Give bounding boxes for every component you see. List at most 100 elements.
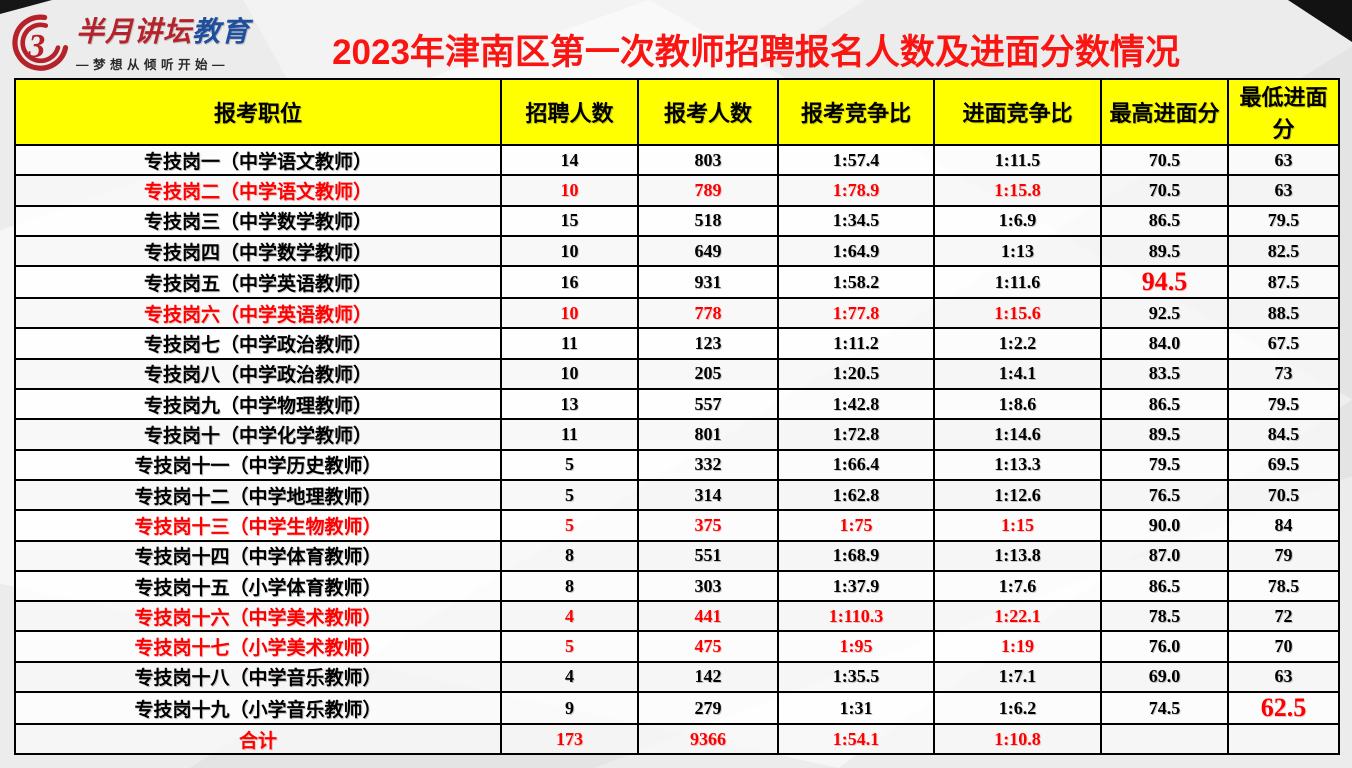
table-row: 专技岗十八（中学音乐教师） 4 142 1:35.5 1:7.1 69.0 63 <box>14 660 1340 694</box>
table-row: 专技岗十三（中学生物教师） 5 375 1:75 1:15 90.0 84 <box>14 509 1340 542</box>
table-row: 专技岗五（中学英语教师） 16 931 1:58.2 1:11.6 94.5 87.5 <box>14 265 1340 300</box>
table-cell: 70.5 <box>1100 174 1229 207</box>
table-cell: 86.5 <box>1100 204 1229 237</box>
table-cell: 1:11.6 <box>933 265 1102 300</box>
table-cell: 专技岗七（中学政治教师） <box>14 327 502 360</box>
table-cell: 1:95 <box>777 630 935 663</box>
table-cell: 63 <box>1227 660 1340 694</box>
table-cell: 专技岗十五（小学体育教师） <box>14 569 502 603</box>
table-cell: 1:14.6 <box>933 418 1102 451</box>
table-cell: 1:34.5 <box>777 204 935 237</box>
table-cell: 123 <box>637 327 779 360</box>
table-cell: 70.5 <box>1227 478 1340 512</box>
table-cell: 82.5 <box>1227 234 1340 268</box>
table-cell: 475 <box>637 630 779 663</box>
table-cell: 专技岗四（中学数学教师） <box>14 234 502 268</box>
table-cell: 279 <box>637 691 779 726</box>
table-cell: 专技岗五（中学英语教师） <box>14 265 502 300</box>
table-row: 专技岗十二（中学地理教师） 5 314 1:62.8 1:12.6 76.5 70.5 <box>14 478 1340 512</box>
brand-text-block: 半月讲坛教育 —梦想从倾听开始— <box>76 10 250 73</box>
table-cell: 931 <box>637 265 779 300</box>
table-cell: 76.5 <box>1100 478 1229 512</box>
table-cell: 69.5 <box>1227 448 1340 481</box>
table-cell: 518 <box>637 204 779 237</box>
table-cell: 1:31 <box>777 691 935 726</box>
table-cell: 专技岗十三（中学生物教师） <box>14 509 502 542</box>
total-row: 合计 173 9366 1:54.1 1:10.8 <box>14 723 1340 756</box>
table-cell: 1:54.1 <box>777 723 935 756</box>
table-row: 专技岗十六（中学美术教师） 4 441 1:110.3 1:22.1 78.5 72 <box>14 600 1340 633</box>
table-cell: 332 <box>637 448 779 481</box>
table-cell: 13 <box>500 388 639 421</box>
table-cell: 1:10.8 <box>933 723 1102 756</box>
table-cell: 1:15 <box>933 509 1102 542</box>
table-cell: 合计 <box>14 723 502 756</box>
table-header-row: 报考职位 招聘人数 报考人数 报考竞争比 进面竞争比 最高进面分 最低进面分 <box>14 78 1340 146</box>
table-cell: 1:37.9 <box>777 569 935 603</box>
table-cell: 79.5 <box>1227 388 1340 421</box>
table-cell: 1:22.1 <box>933 600 1102 633</box>
table-row: 专技岗十一（中学历史教师） 5 332 1:66.4 1:13.3 79.5 69.5 <box>14 448 1340 481</box>
table-cell: 专技岗十四（中学体育教师） <box>14 539 502 572</box>
table-cell: 1:7.1 <box>933 660 1102 694</box>
table-cell: 8 <box>500 539 639 572</box>
table-cell: 1:15.8 <box>933 174 1102 207</box>
table-row: 专技岗七（中学政治教师） 11 123 1:11.2 1:2.2 84.0 67.5 <box>14 327 1340 360</box>
table-cell: 1:77.8 <box>777 297 935 330</box>
table-cell: 1:8.6 <box>933 388 1102 421</box>
table-cell: 1:20.5 <box>777 357 935 391</box>
table-row: 专技岗十（中学化学教师） 11 801 1:72.8 1:14.6 89.5 84.5 <box>14 418 1340 451</box>
table-cell: 89.5 <box>1100 418 1229 451</box>
table-row: 专技岗一（中学语文教师） 14 803 1:57.4 1:11.5 70.5 63 <box>14 143 1340 177</box>
table-cell: 649 <box>637 234 779 268</box>
table-cell: 1:11.5 <box>933 143 1102 177</box>
table-cell: 1:6.2 <box>933 691 1102 726</box>
table-cell: 专技岗十七（小学美术教师） <box>14 630 502 663</box>
table-cell: 专技岗十九（小学音乐教师） <box>14 691 502 726</box>
table-cell: 1:64.9 <box>777 234 935 268</box>
table-cell: 专技岗十八（中学音乐教师） <box>14 660 502 694</box>
table-cell: 142 <box>637 660 779 694</box>
table-cell: 5 <box>500 630 639 663</box>
table-cell: 1:66.4 <box>777 448 935 481</box>
table-cell: 1:15.6 <box>933 297 1102 330</box>
table-cell: 70.5 <box>1100 143 1229 177</box>
table-cell: 314 <box>637 478 779 512</box>
table-cell: 1:57.4 <box>777 143 935 177</box>
table-row: 专技岗三（中学数学教师） 15 518 1:34.5 1:6.9 86.5 79.5 <box>14 204 1340 237</box>
table-cell: 63 <box>1227 174 1340 207</box>
table-cell: 70 <box>1227 630 1340 663</box>
table-cell: 1:72.8 <box>777 418 935 451</box>
table-cell <box>1227 723 1340 756</box>
table-cell: 专技岗六（中学英语教师） <box>14 297 502 330</box>
brand-logo: 3 半月讲坛教育 —梦想从倾听开始— <box>10 10 250 73</box>
table-cell: 79 <box>1227 539 1340 572</box>
table-cell: 1:19 <box>933 630 1102 663</box>
table-cell: 专技岗八（中学政治教师） <box>14 357 502 391</box>
table-cell: 专技岗九（中学物理教师） <box>14 388 502 421</box>
table-cell: 1:75 <box>777 509 935 542</box>
table-cell: 84.5 <box>1227 418 1340 451</box>
table-cell: 83.5 <box>1100 357 1229 391</box>
table-row: 专技岗六（中学英语教师） 10 778 1:77.8 1:15.6 92.5 88.5 <box>14 297 1340 330</box>
table-cell: 1:13 <box>933 234 1102 268</box>
table-cell: 10 <box>500 297 639 330</box>
table-cell: 84.0 <box>1100 327 1229 360</box>
table-cell: 1:13.3 <box>933 448 1102 481</box>
column-header: 招聘人数 <box>500 78 639 146</box>
table-cell: 86.5 <box>1100 388 1229 421</box>
swirl-logo-icon: 3 <box>12 14 69 71</box>
table-cell: 551 <box>637 539 779 572</box>
recruitment-data-table: 报考职位 招聘人数 报考人数 报考竞争比 进面竞争比 最高进面分 最低进面分 专技岗一（中学… <box>14 78 1340 756</box>
table-cell: 74.5 <box>1100 691 1229 726</box>
table-cell: 专技岗十六（中学美术教师） <box>14 600 502 633</box>
table-row: 专技岗十四（中学体育教师） 8 551 1:68.9 1:13.8 87.0 79 <box>14 539 1340 572</box>
table-cell: 76.0 <box>1100 630 1229 663</box>
table-body: 专技岗一（中学语文教师） 14 803 1:57.4 1:11.5 70.5 63 专技岗二（… <box>14 143 1340 756</box>
table-cell: 173 <box>500 723 639 756</box>
table-cell: 789 <box>637 174 779 207</box>
table-row: 专技岗十九（小学音乐教师） 9 279 1:31 1:6.2 74.5 62.5 <box>14 691 1340 726</box>
table-row: 专技岗八（中学政治教师） 10 205 1:20.5 1:4.1 83.5 73 <box>14 357 1340 391</box>
table-cell: 88.5 <box>1227 297 1340 330</box>
table-cell: 1:13.8 <box>933 539 1102 572</box>
